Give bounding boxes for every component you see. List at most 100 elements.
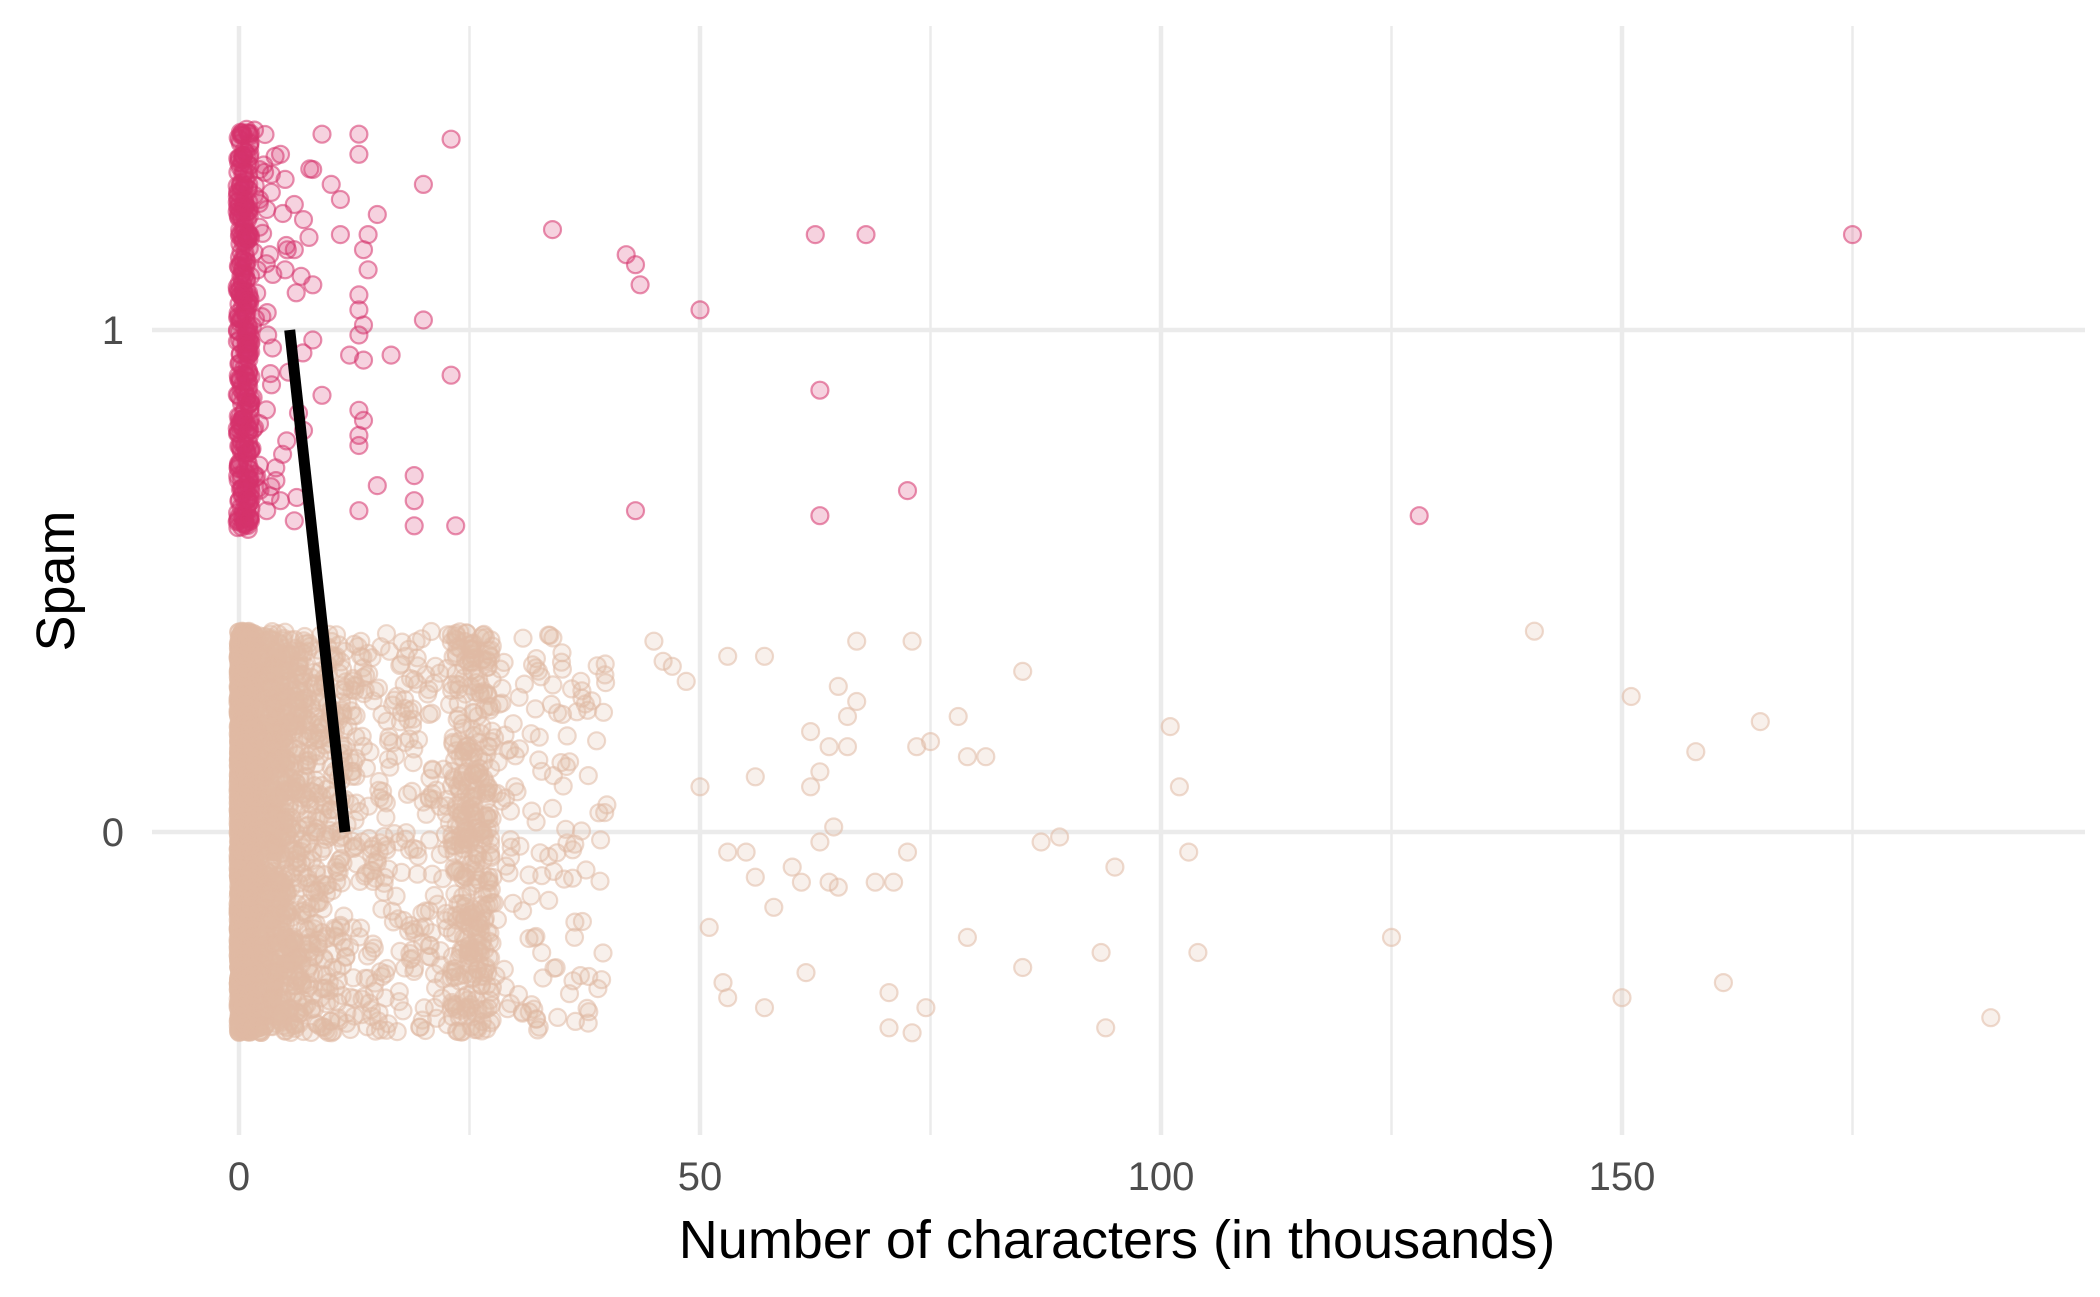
not-spam-point [231,634,251,654]
not-spam-point [235,947,255,968]
not-spam-point [355,986,375,1007]
not-spam-point [232,1002,252,1022]
not-spam-point [251,867,271,887]
not-spam-point [565,1011,586,1032]
not-spam-point [289,690,309,710]
not-spam-point [346,793,366,813]
not-spam-point [532,866,552,886]
not-spam-point [274,728,294,749]
not-spam-point [254,714,274,734]
not-spam-point [437,1015,458,1035]
not-spam-point [593,943,613,963]
not-spam-point [372,899,392,919]
not-spam-point [407,864,427,884]
not-spam-point [234,742,254,762]
not-spam-point [552,643,572,663]
not-spam-point [321,1011,341,1031]
not-spam-point [389,991,409,1012]
not-spam-point [590,871,610,891]
not-spam-point [268,624,288,644]
not-spam-point [479,809,499,829]
not-spam-point [530,843,550,863]
not-spam-point [266,696,286,716]
not-spam-point [326,857,346,877]
data-points [227,119,2001,1043]
not-spam-point [316,875,336,896]
not-spam-point [494,652,514,673]
not-spam-point [494,959,514,980]
not-spam-point [346,748,366,768]
not-spam-point [346,727,366,747]
not-spam-point [525,699,546,719]
not-spam-point [450,860,470,880]
not-spam-point [254,647,274,667]
not-spam-point [296,766,316,787]
not-spam-point [423,760,443,780]
not-spam-point [324,918,344,939]
not-spam-point [586,731,607,751]
not-spam-point [481,982,501,1002]
not-spam-point [293,707,314,727]
not-spam-point [342,766,362,786]
not-spam-point [293,725,313,746]
not-spam-point [556,819,576,839]
not-spam-point [282,901,302,921]
not-spam-point [457,823,477,843]
not-spam-point [293,1002,313,1023]
not-spam-point [282,779,302,799]
not-spam-point [281,640,301,660]
not-spam-point [385,746,405,766]
not-spam-point [261,913,281,933]
not-spam-point [343,968,363,988]
not-spam-point [293,975,313,995]
not-spam-point [557,726,577,746]
not-spam-point [305,822,325,842]
not-spam-point [237,829,257,849]
not-spam-point [291,841,311,862]
not-spam-point [379,727,399,747]
not-spam-point [404,739,424,759]
not-spam-point [267,872,287,892]
not-spam-point [539,890,559,911]
not-spam-point [419,704,439,725]
not-spam-point [241,896,261,917]
not-spam-point [364,852,384,872]
not-spam-point [332,985,352,1006]
not-spam-point [267,853,287,874]
not-spam-point [313,804,333,824]
not-spam-point [459,938,479,959]
not-spam-point [366,868,386,888]
not-spam-point [237,682,257,703]
not-spam-point [310,712,330,732]
not-spam-point [270,1007,290,1028]
not-spam-point [376,1020,396,1040]
not-spam-point [371,637,391,657]
not-spam-point [521,886,541,906]
not-spam-point [421,621,441,642]
not-spam-point [312,787,332,807]
not-spam-point [369,771,389,792]
not-spam-point [362,1006,382,1027]
not-spam-point [386,886,406,906]
not-spam-point [307,893,327,914]
not-spam-point [332,680,352,700]
not-spam-point [368,678,389,698]
not-spam-point [304,662,324,683]
not-spam-point [563,971,583,991]
not-spam-point [251,767,271,787]
not-spam-point [336,947,356,967]
not-spam-point [286,664,306,684]
not-spam-point [391,654,411,674]
not-spam-point [235,664,255,684]
not-spam-point [410,1017,430,1037]
not-spam-point [256,803,276,823]
not-spam-point [400,840,420,860]
not-spam-point [390,941,410,962]
not-spam-point [292,954,312,974]
not-spam-point [317,966,337,986]
not-spam-point [513,628,533,648]
not-spam-point [442,680,462,701]
not-spam-point [522,801,542,821]
not-spam-point [273,811,294,831]
